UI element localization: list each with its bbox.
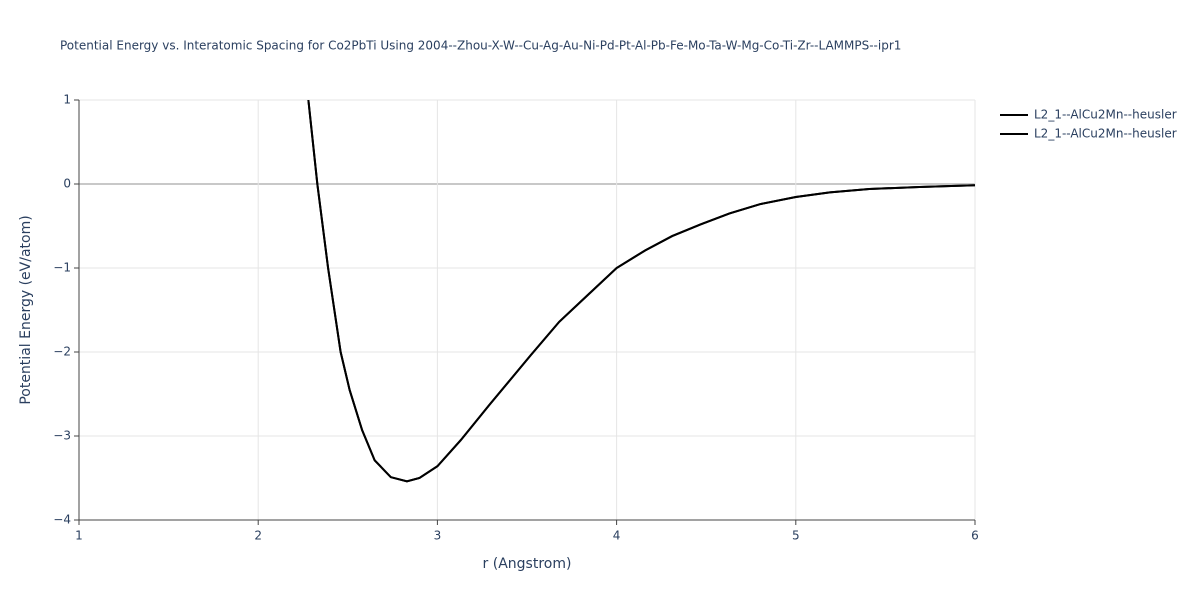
line-series [307, 100, 975, 483]
y-tick-label: 1 [63, 93, 71, 107]
x-tick-label: 5 [792, 529, 800, 543]
y-tick-label: −4 [53, 513, 71, 527]
legend-label: L2_1--AlCu2Mn--heusler [1034, 108, 1177, 122]
legend-label: L2_1--AlCu2Mn--heusler [1034, 127, 1177, 141]
y-tick-label: −1 [53, 261, 71, 275]
x-tick-label: 6 [971, 529, 979, 543]
y-axis-label: Potential Energy (eV/atom) [18, 215, 34, 404]
x-tick-label: 4 [613, 529, 621, 543]
line-series [307, 100, 975, 483]
x-tick-label: 1 [75, 529, 83, 543]
y-tick-label: −3 [53, 429, 71, 443]
x-tick-label: 2 [254, 529, 262, 543]
x-tick-label: 3 [434, 529, 442, 543]
x-axis-label: r (Angstrom) [483, 556, 572, 572]
y-tick-label: 0 [63, 177, 71, 191]
chart-title: Potential Energy vs. Interatomic Spacing… [60, 39, 901, 53]
y-tick-label: −2 [53, 345, 71, 359]
